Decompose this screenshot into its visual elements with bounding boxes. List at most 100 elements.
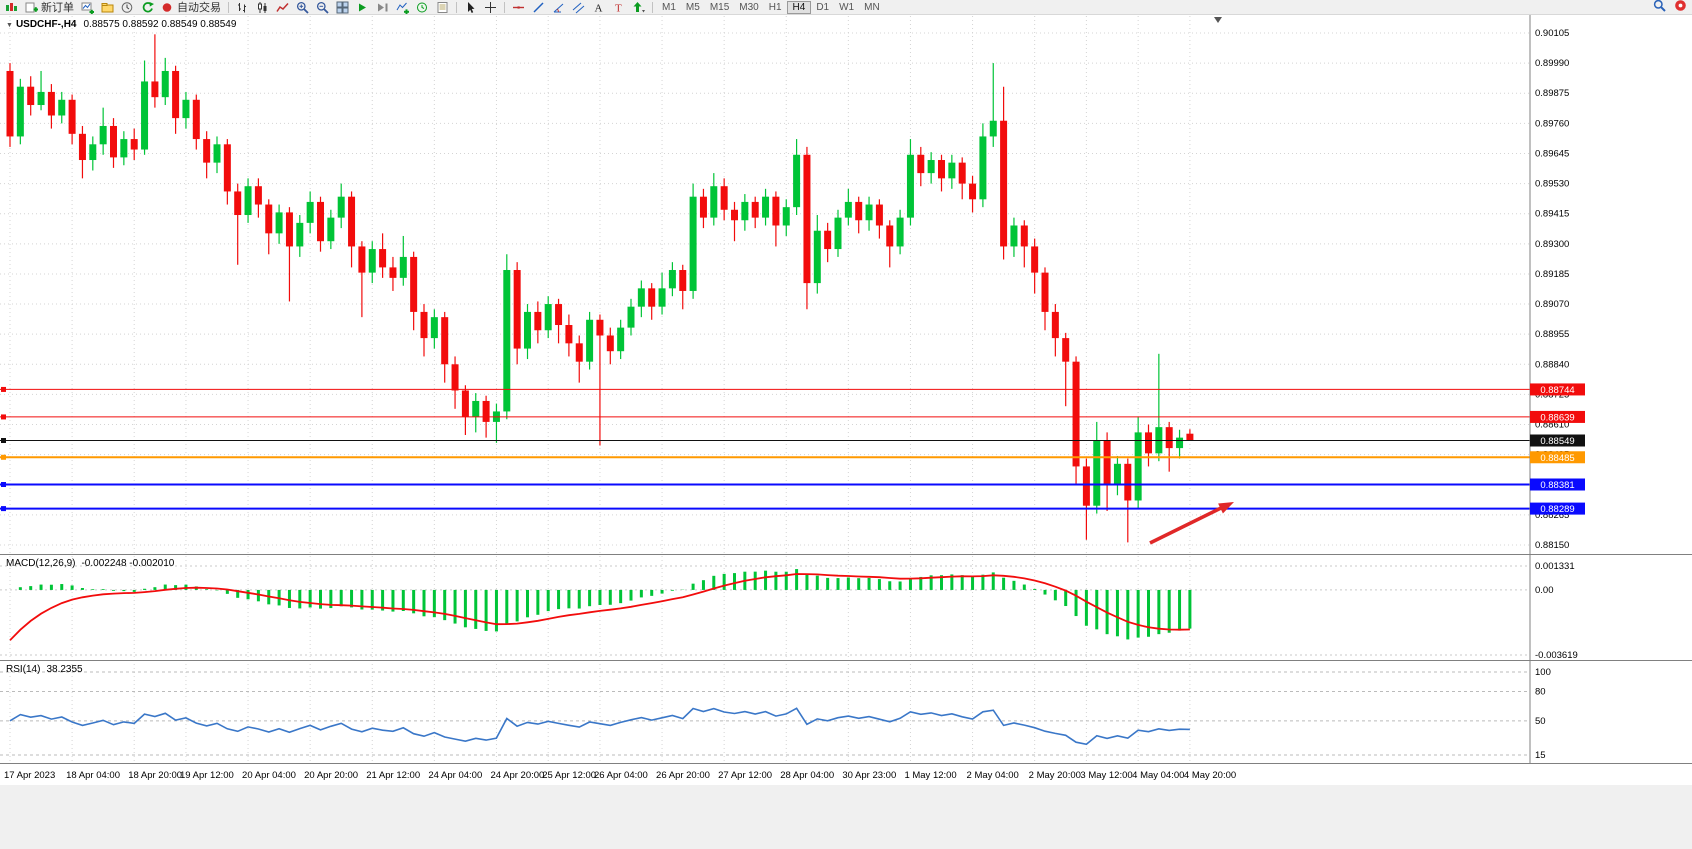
svg-text:0.88840: 0.88840: [1535, 359, 1569, 370]
svg-text:50: 50: [1535, 716, 1546, 727]
periods-button[interactable]: [413, 0, 432, 14]
svg-text:0.88639: 0.88639: [1540, 412, 1574, 423]
arrow-annotation[interactable]: [1149, 502, 1234, 545]
line-chart-button[interactable]: [273, 0, 292, 14]
svg-text:-0.003619: -0.003619: [1535, 650, 1578, 661]
macd-indicator-label: MACD(12,26,9) -0.002248 -0.002010: [6, 558, 174, 569]
svg-text:30 Apr 23:00: 30 Apr 23:00: [842, 770, 896, 781]
svg-text:0.88381: 0.88381: [1540, 480, 1574, 491]
chevron-down-icon[interactable]: ▼: [6, 22, 13, 29]
svg-text:0.89645: 0.89645: [1535, 148, 1569, 159]
price-badge: 0.88289: [1530, 502, 1585, 515]
text-button[interactable]: A: [589, 0, 608, 14]
chart-shift-marker[interactable]: [1214, 17, 1222, 23]
svg-text:0.88265: 0.88265: [1535, 510, 1569, 521]
chart-plus-button[interactable]: [78, 0, 97, 14]
zoom-in-button[interactable]: [293, 0, 312, 14]
svg-text:2 May 04:00: 2 May 04:00: [967, 770, 1019, 781]
cursor-button[interactable]: [461, 0, 480, 14]
horizontal-line-button[interactable]: [509, 0, 528, 14]
svg-text:24 Apr 04:00: 24 Apr 04:00: [428, 770, 482, 781]
tile-windows-icon: [336, 1, 349, 14]
svg-text:17 Apr 2023: 17 Apr 2023: [4, 770, 55, 781]
candlestick-button[interactable]: [253, 0, 272, 14]
candlestick-icon: [256, 1, 269, 14]
rsi-value: 38.2355: [46, 664, 83, 675]
text-label-icon: T: [612, 1, 625, 14]
rsi-name: RSI(14): [6, 664, 41, 675]
toolbar-separator: [504, 1, 505, 13]
svg-text:4 May 20:00: 4 May 20:00: [1184, 770, 1236, 781]
svg-text:0.89530: 0.89530: [1535, 179, 1569, 190]
channel-icon: [572, 1, 585, 14]
timeframe-mn[interactable]: MN: [864, 1, 880, 13]
macd-signal-line: [9, 573, 1190, 641]
main-toolbar: 新订单 自动交易 A T M1 M5 M15 M30 H1 H4 D1 W1 MN: [0, 0, 1692, 15]
timeframe-h1[interactable]: H1: [768, 1, 782, 13]
history-center-button[interactable]: [118, 0, 137, 14]
price-badge: 0.88744: [1530, 383, 1585, 396]
chart-window-button[interactable]: [2, 0, 21, 14]
chart-shift-button[interactable]: [373, 0, 392, 14]
autotrade-button[interactable]: 自动交易: [158, 0, 224, 14]
autotrade-label: 自动交易: [177, 2, 221, 14]
new-order-button[interactable]: 新订单: [22, 0, 77, 14]
timeframe-m1[interactable]: M1: [662, 1, 676, 13]
svg-text:0.89990: 0.89990: [1535, 58, 1569, 69]
search-icon[interactable]: [1653, 0, 1666, 15]
chart-shift-icon: [376, 1, 389, 14]
svg-text:1 May 12:00: 1 May 12:00: [904, 770, 956, 781]
shapes-button[interactable]: [629, 0, 648, 14]
window-background: [0, 785, 1692, 849]
svg-text:0.88610: 0.88610: [1535, 420, 1569, 431]
new-order-icon: [25, 1, 38, 14]
channel-button[interactable]: [569, 0, 588, 14]
svg-text:18 Apr 20:00: 18 Apr 20:00: [128, 770, 182, 781]
bar-chart-button[interactable]: [233, 0, 252, 14]
svg-text:21 Apr 12:00: 21 Apr 12:00: [366, 770, 420, 781]
refresh-button[interactable]: [138, 0, 157, 14]
bar-chart-icon: [236, 1, 249, 14]
timeframe-d1[interactable]: D1: [816, 1, 830, 13]
timeframe-m30[interactable]: M30: [739, 1, 759, 13]
text-label-button[interactable]: T: [609, 0, 628, 14]
timeframe-m5[interactable]: M5: [685, 1, 700, 13]
templates-button[interactable]: [433, 0, 452, 14]
profiles-button[interactable]: [98, 0, 117, 14]
crosshair-button[interactable]: [481, 0, 500, 14]
alert-icon[interactable]: [1674, 0, 1687, 15]
svg-text:0.89185: 0.89185: [1535, 269, 1569, 280]
svg-text:0.88549: 0.88549: [1540, 436, 1574, 447]
svg-text:0.89300: 0.89300: [1535, 239, 1569, 250]
timeframe-w1[interactable]: W1: [839, 1, 855, 13]
ohlc-values: 0.88575 0.88592 0.88549 0.88549: [83, 19, 237, 30]
svg-text:0.88150: 0.88150: [1535, 540, 1569, 551]
svg-text:28 Apr 04:00: 28 Apr 04:00: [780, 770, 834, 781]
macd-name: MACD(12,26,9): [6, 558, 76, 569]
svg-text:20 Apr 20:00: 20 Apr 20:00: [304, 770, 358, 781]
chart-background: [0, 15, 1692, 785]
svg-text:25 Apr 12:00: 25 Apr 12:00: [542, 770, 596, 781]
svg-text:0.89760: 0.89760: [1535, 118, 1569, 129]
svg-text:0.00: 0.00: [1535, 585, 1554, 596]
symbol-ohlc-header: ▼ USDCHF-,H4 0.88575 0.88592 0.88549 0.885…: [6, 19, 236, 30]
indicators-button[interactable]: [393, 0, 412, 14]
tile-windows-button[interactable]: [333, 0, 352, 14]
zoom-in-icon: [296, 1, 309, 14]
trendline-button[interactable]: [529, 0, 548, 14]
angle-line-button[interactable]: [549, 0, 568, 14]
new-order-label: 新订单: [41, 2, 74, 14]
timeframe-m15[interactable]: M15: [709, 1, 730, 13]
zoom-out-button[interactable]: [313, 0, 332, 14]
price-badge: 0.88639: [1530, 410, 1585, 423]
svg-text:0.88485: 0.88485: [1540, 453, 1574, 464]
chart-window-icon: [5, 1, 18, 14]
svg-text:15: 15: [1535, 750, 1546, 761]
symbol-name: USDCHF-,H4: [15, 19, 77, 30]
timeframe-h4[interactable]: H4: [786, 0, 812, 14]
horizontal-lines[interactable]: [0, 386, 1530, 512]
auto-scroll-button[interactable]: [353, 0, 372, 14]
svg-text:0.89070: 0.89070: [1535, 299, 1569, 310]
